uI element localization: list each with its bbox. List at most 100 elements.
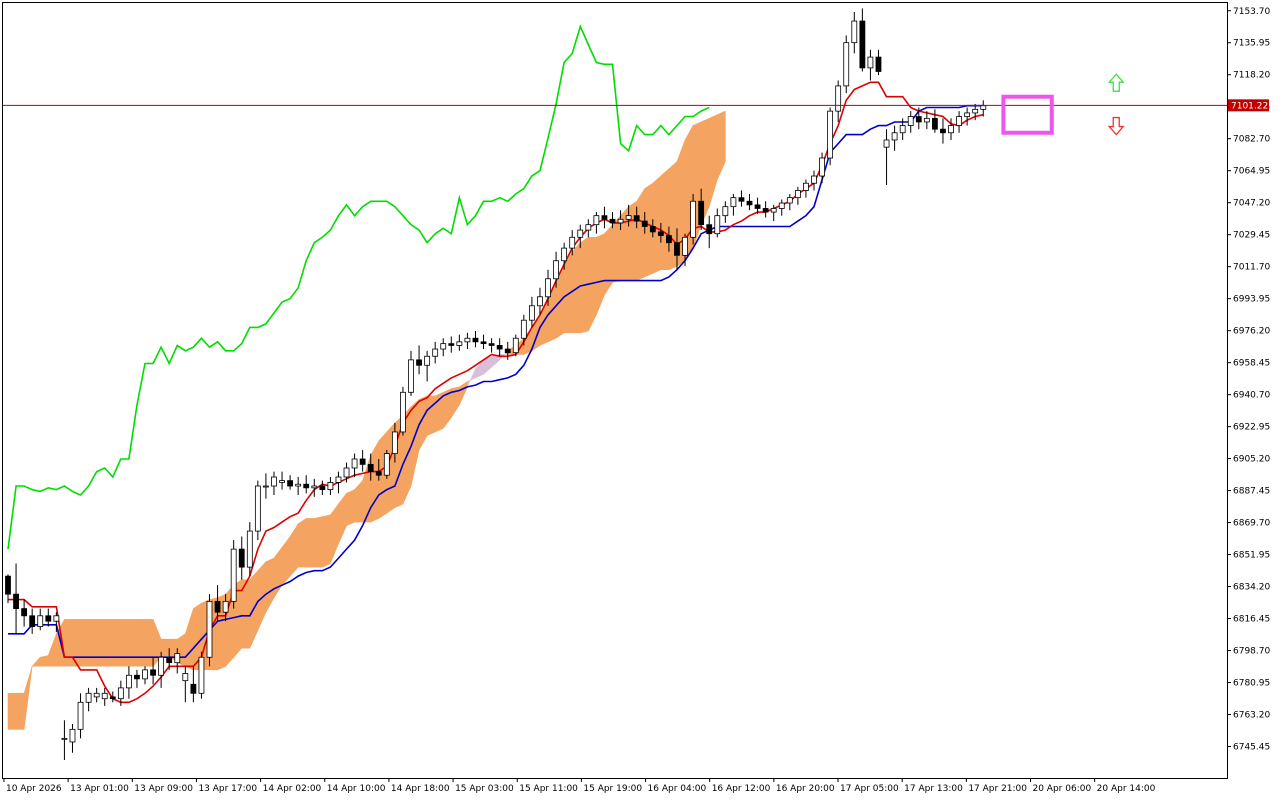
candle-body [166, 656, 173, 664]
kumo-segment [144, 619, 154, 667]
kumo-segment [120, 619, 130, 667]
candle-body [649, 226, 656, 233]
time-tick-label: 16 Apr 12:00 [712, 784, 771, 794]
time-tick-label: 17 Apr 21:00 [968, 784, 1027, 794]
candle-body [480, 341, 487, 345]
candle-body [109, 696, 116, 700]
candle-body [142, 669, 148, 680]
kumo-segment [434, 391, 444, 433]
kumo-segment [80, 619, 89, 667]
time-tick-label: 13 Apr 01:00 [70, 784, 129, 794]
candle-body [375, 471, 382, 476]
candle-body [400, 391, 406, 433]
current-price-label: 7101.22 [1231, 101, 1268, 111]
kumo-segment [604, 223, 613, 297]
up-arrow-icon [1107, 73, 1125, 92]
candle-body [13, 593, 19, 609]
candle-body [85, 692, 92, 703]
kumo-segment [136, 619, 146, 667]
candle-body [851, 20, 858, 44]
candlesticks [5, 8, 987, 760]
time-tick-label: 17 Apr 05:00 [840, 784, 899, 794]
kumo-segment [104, 619, 114, 667]
candle-body [230, 548, 237, 602]
candle-body [940, 128, 946, 134]
price-tick-label: 6851.95 [1233, 551, 1270, 561]
candle-body [408, 359, 414, 393]
candle-body [827, 110, 834, 159]
candle-body [424, 355, 431, 366]
candle-body [214, 600, 221, 613]
current-price-tag: 7101.22 [1228, 99, 1269, 112]
kumo-segment [636, 187, 646, 282]
candle-body [674, 242, 680, 256]
candle-body [504, 348, 511, 354]
candle-body [690, 200, 696, 238]
kumo-segment [612, 214, 621, 283]
candle-body [174, 653, 181, 664]
candle-body [633, 215, 640, 222]
time-tick-label: 15 Apr 11:00 [519, 784, 578, 794]
kumo-segment [7, 692, 17, 730]
candle-body [569, 236, 576, 249]
time-tick-label: 16 Apr 20:00 [776, 784, 835, 794]
candle-body [746, 200, 753, 206]
candle-body [117, 687, 124, 700]
candle-body [271, 476, 277, 487]
candle-body [246, 530, 253, 568]
candle-body [682, 236, 688, 256]
candle-body [327, 482, 334, 491]
candle-body [343, 467, 350, 478]
candle-body [53, 615, 60, 622]
candle-body [722, 206, 729, 217]
candle-body [948, 125, 954, 134]
price-tick-label: 7047.20 [1233, 199, 1270, 209]
kumo-segment [128, 619, 138, 667]
candle-body [198, 656, 205, 694]
candle-body [101, 692, 108, 700]
candle-body [335, 476, 342, 483]
time-tick-label: 13 Apr 17:00 [198, 784, 257, 794]
candle-body [448, 343, 455, 346]
kumo-segment [322, 514, 331, 568]
kumo-segment [716, 110, 726, 180]
candle-body [561, 247, 568, 262]
price-tick-label: 6869.70 [1233, 519, 1270, 529]
candle-body [803, 182, 809, 191]
time-tick-label: 20 Apr 06:00 [1032, 784, 1091, 794]
candle-body [311, 485, 318, 489]
candle-body [730, 197, 737, 208]
candle-body [956, 116, 962, 126]
kumo-segment [313, 516, 323, 568]
candle-body [641, 220, 648, 227]
kumo-segment [96, 619, 106, 667]
candle-body [432, 348, 439, 357]
candle-body [206, 600, 213, 658]
kumo-segment [628, 200, 637, 281]
candle-body [416, 359, 422, 366]
candle-body [794, 190, 801, 199]
candle-body [383, 453, 390, 476]
candle-body [359, 458, 366, 465]
price-axis: 7153.707135.957118.207100.457082.707064.… [1227, 7, 1270, 753]
candle-body [222, 600, 229, 613]
kumo-segment [660, 168, 670, 271]
candle-body [190, 683, 197, 694]
price-tick-label: 6887.45 [1233, 487, 1270, 497]
candle-body [593, 215, 600, 226]
kumo-segment [64, 619, 73, 667]
candle-body [819, 157, 825, 177]
candle-body [279, 480, 285, 483]
candle-body [980, 105, 987, 110]
candle-body [520, 319, 527, 339]
candle-body [577, 229, 584, 238]
candle-body [61, 737, 68, 740]
candle-body [464, 337, 471, 343]
price-tick-label: 6922.95 [1233, 423, 1270, 433]
candle-body [472, 337, 479, 343]
candle-body [899, 125, 906, 134]
kumo-segment [370, 439, 380, 523]
price-tick-label: 6834.20 [1233, 583, 1270, 593]
time-tick-label: 14 Apr 02:00 [263, 784, 322, 794]
